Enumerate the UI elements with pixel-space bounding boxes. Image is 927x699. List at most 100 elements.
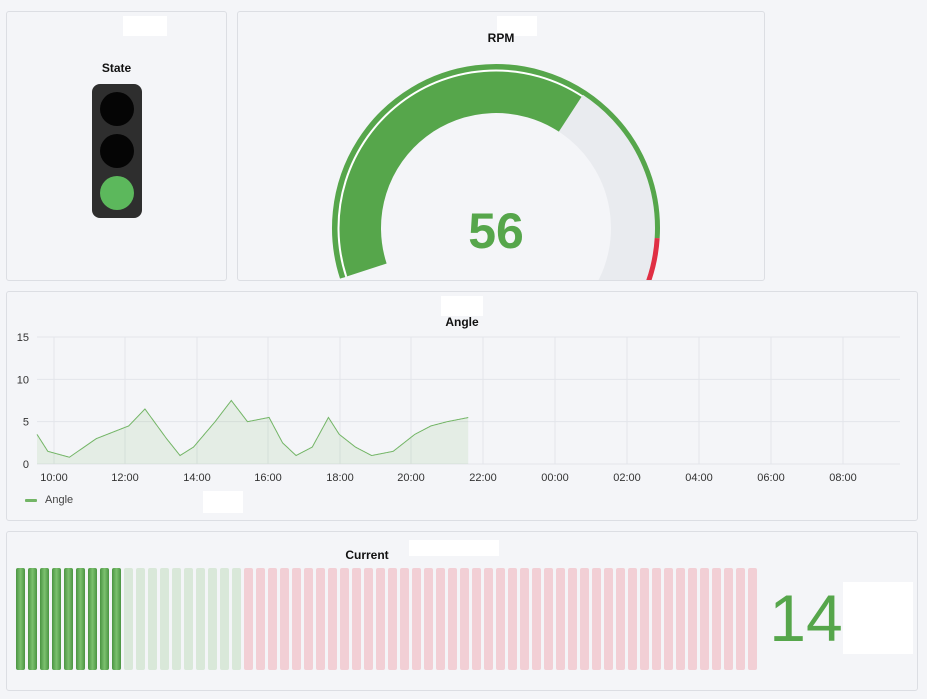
- current-bar-segment: [256, 568, 265, 670]
- current-bar-segment: [52, 568, 61, 670]
- panel-title: RPM: [487, 31, 515, 45]
- current-bar-segment: [196, 568, 205, 670]
- current-bar-segment: [292, 568, 301, 670]
- current-bar-segment: [340, 568, 349, 670]
- current-bar-segment: [400, 568, 409, 670]
- traffic-lamp-bottom: [100, 176, 134, 210]
- current-bar-segment: [88, 568, 97, 670]
- current-bar-segment: [244, 568, 253, 670]
- current-bar-segment: [160, 568, 169, 670]
- gauge-threshold-normal: [332, 64, 660, 279]
- traffic-lamp-top: [100, 92, 134, 126]
- current-bar-segment: [568, 568, 577, 670]
- current-bar-segment: [652, 568, 661, 670]
- current-bar-segment: [424, 568, 433, 670]
- current-bar-segment: [376, 568, 385, 670]
- panel-title: Angle: [445, 315, 479, 329]
- x-tick-label: 06:00: [757, 472, 785, 484]
- x-tick-label: 10:00: [40, 472, 68, 484]
- current-bar-segment: [688, 568, 697, 670]
- current-bar-segment: [520, 568, 529, 670]
- current-bar-segment: [208, 568, 217, 670]
- redaction-mask: [123, 16, 167, 36]
- x-tick-label: 08:00: [829, 472, 857, 484]
- current-bar-segment: [100, 568, 109, 670]
- current-bar-segment: [748, 568, 757, 670]
- y-tick-label: 5: [23, 417, 29, 429]
- x-tick-label: 04:00: [685, 472, 713, 484]
- current-bar-segment: [532, 568, 541, 670]
- current-bar-segment: [628, 568, 637, 670]
- current-bar-segment: [592, 568, 601, 670]
- current-bar-segment: [112, 568, 121, 670]
- current-bar-segment: [712, 568, 721, 670]
- current-bar-segment: [412, 568, 421, 670]
- current-bar-segment: [280, 568, 289, 670]
- x-tick-label: 12:00: [111, 472, 139, 484]
- current-bar-segment: [172, 568, 181, 670]
- y-tick-label: 0: [23, 459, 29, 471]
- current-bar-segment: [700, 568, 709, 670]
- angle-panel: Angle 0 5 10 15 10:00 12:00 14:00 16:00 18:00 20…: [6, 291, 918, 521]
- current-bar-segment: [496, 568, 505, 670]
- redaction-mask: [203, 491, 243, 513]
- panel-title: State: [101, 61, 132, 75]
- current-bar-segment: [664, 568, 673, 670]
- current-bar-segment: [472, 568, 481, 670]
- traffic-light: [92, 84, 142, 218]
- current-bar-segment: [724, 568, 733, 670]
- chart-legend[interactable]: Angle: [25, 494, 73, 506]
- current-bar-segment: [76, 568, 85, 670]
- x-tick-label: 00:00: [541, 472, 569, 484]
- current-bar-segment: [364, 568, 373, 670]
- current-bar-segment: [124, 568, 133, 670]
- current-bar-segment: [232, 568, 241, 670]
- current-bar-segment: [508, 568, 517, 670]
- current-bar-segment: [28, 568, 37, 670]
- series-line-angle: [36, 399, 469, 458]
- x-tick-label: 14:00: [183, 472, 211, 484]
- current-bar-segment: [304, 568, 313, 670]
- series-area-angle: [37, 400, 469, 464]
- current-bar-segment: [604, 568, 613, 670]
- y-tick-label: 15: [17, 332, 29, 344]
- current-bar-segment: [580, 568, 589, 670]
- current-bar-segment: [40, 568, 49, 670]
- current-bar-segment: [136, 568, 145, 670]
- angle-chart: 0 5 10 15 10:00 12:00 14:00 16:00 18:00 20:00 22:…: [17, 332, 900, 484]
- current-bar-segment: [184, 568, 193, 670]
- current-bar-segment: [436, 568, 445, 670]
- rpm-gauge: 56: [332, 64, 660, 280]
- current-bar-segment: [352, 568, 361, 670]
- gauge-value: 56: [468, 203, 524, 259]
- current-bar-segment: [448, 568, 457, 670]
- current-bar-segment: [544, 568, 553, 670]
- x-tick-label: 16:00: [254, 472, 282, 484]
- current-bar-segment: [484, 568, 493, 670]
- current-bar-segment: [316, 568, 325, 670]
- redaction-mask: [843, 582, 913, 654]
- traffic-lamp-middle: [100, 134, 134, 168]
- rpm-panel: RPM 56: [237, 11, 765, 281]
- current-bar-segment: [64, 568, 73, 670]
- current-value: 14: [769, 581, 843, 655]
- current-bar-segment: [220, 568, 229, 670]
- current-panel: Current 14: [6, 531, 918, 691]
- current-bar-segment: [328, 568, 337, 670]
- gauge-threshold-critical: [646, 237, 660, 280]
- current-bar-segment: [388, 568, 397, 670]
- gauge-threshold-separator: [337, 69, 583, 277]
- x-tick-label: 02:00: [613, 472, 641, 484]
- x-tick-label: 18:00: [326, 472, 354, 484]
- current-bar-segment: [148, 568, 157, 670]
- current-bar-segment: [16, 568, 25, 670]
- x-tick-label: 22:00: [469, 472, 497, 484]
- gauge-value-arc: [335, 67, 584, 278]
- current-bar-segment: [460, 568, 469, 670]
- current-bar-segment: [640, 568, 649, 670]
- current-bar-segment: [556, 568, 565, 670]
- x-axis: 10:00 12:00 14:00 16:00 18:00 20:00 22:00 00:00…: [40, 472, 857, 484]
- redaction-mask: [497, 16, 537, 36]
- chart-grid: [37, 336, 900, 465]
